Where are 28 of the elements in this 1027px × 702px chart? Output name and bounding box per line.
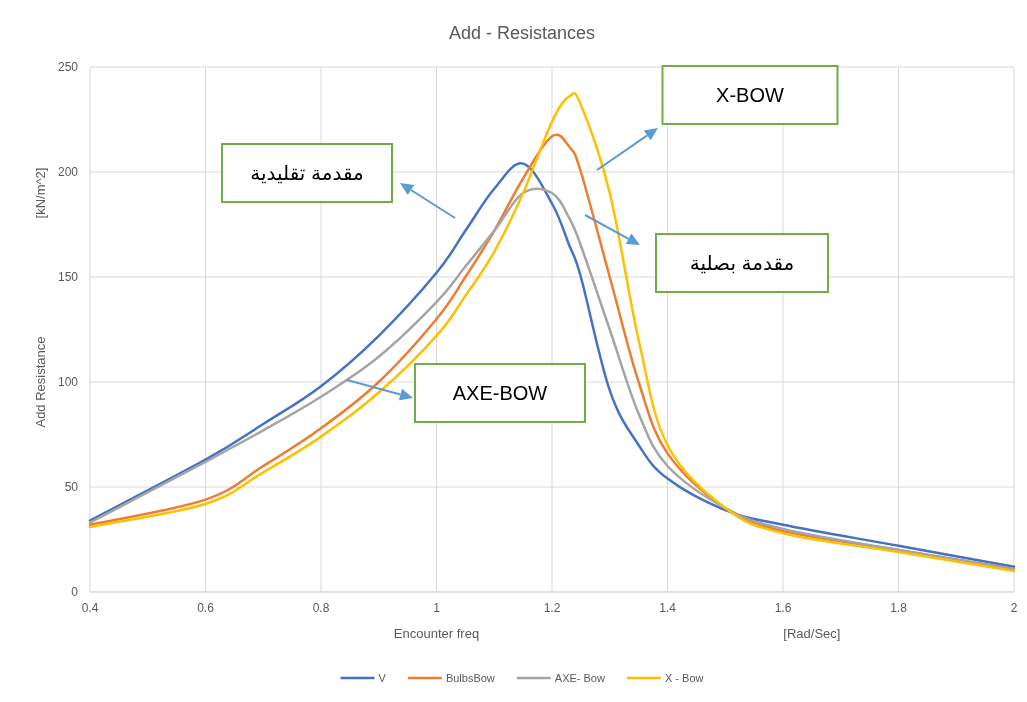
annotation: مقدمة بصلية bbox=[689, 252, 795, 274]
text: [kN/m^2] bbox=[33, 167, 48, 219]
annotation: AXE-BOW bbox=[452, 382, 548, 404]
y-tick-label: 200 bbox=[57, 165, 79, 179]
legend-label: X - Bow bbox=[664, 672, 704, 684]
legend-label: BulbsBow bbox=[445, 672, 495, 684]
legend-label: V bbox=[378, 672, 387, 684]
x-tick-label: 1 bbox=[433, 601, 441, 615]
annotation: X-BOW bbox=[716, 84, 785, 106]
x-tick-label: 0.8 bbox=[312, 601, 330, 615]
annotation: مقدمة تقليدية bbox=[250, 162, 364, 184]
y-tick-label: 50 bbox=[64, 480, 79, 494]
y-axis-title: Add Resistance bbox=[33, 336, 48, 428]
y-tick-label: 100 bbox=[57, 375, 79, 389]
x-tick-label: 1.2 bbox=[543, 601, 561, 615]
y-tick-label: 150 bbox=[57, 270, 79, 284]
x-axis-title: Encounter freq bbox=[393, 626, 480, 641]
legend-label: AXE- Bow bbox=[554, 672, 605, 684]
y-tick-label: 0 bbox=[71, 585, 79, 599]
x-tick-label: 1.6 bbox=[774, 601, 792, 615]
x-tick-label: 0.4 bbox=[81, 601, 99, 615]
x-tick-label: 0.6 bbox=[197, 601, 215, 615]
x-tick-label: 1.8 bbox=[890, 601, 908, 615]
text: [Rad/Sec] bbox=[783, 626, 841, 641]
x-tick-label: 2 bbox=[1010, 601, 1018, 615]
chart-title: Add - Resistances bbox=[448, 23, 596, 43]
y-tick-label: 250 bbox=[57, 60, 79, 74]
x-tick-label: 1.4 bbox=[659, 601, 677, 615]
